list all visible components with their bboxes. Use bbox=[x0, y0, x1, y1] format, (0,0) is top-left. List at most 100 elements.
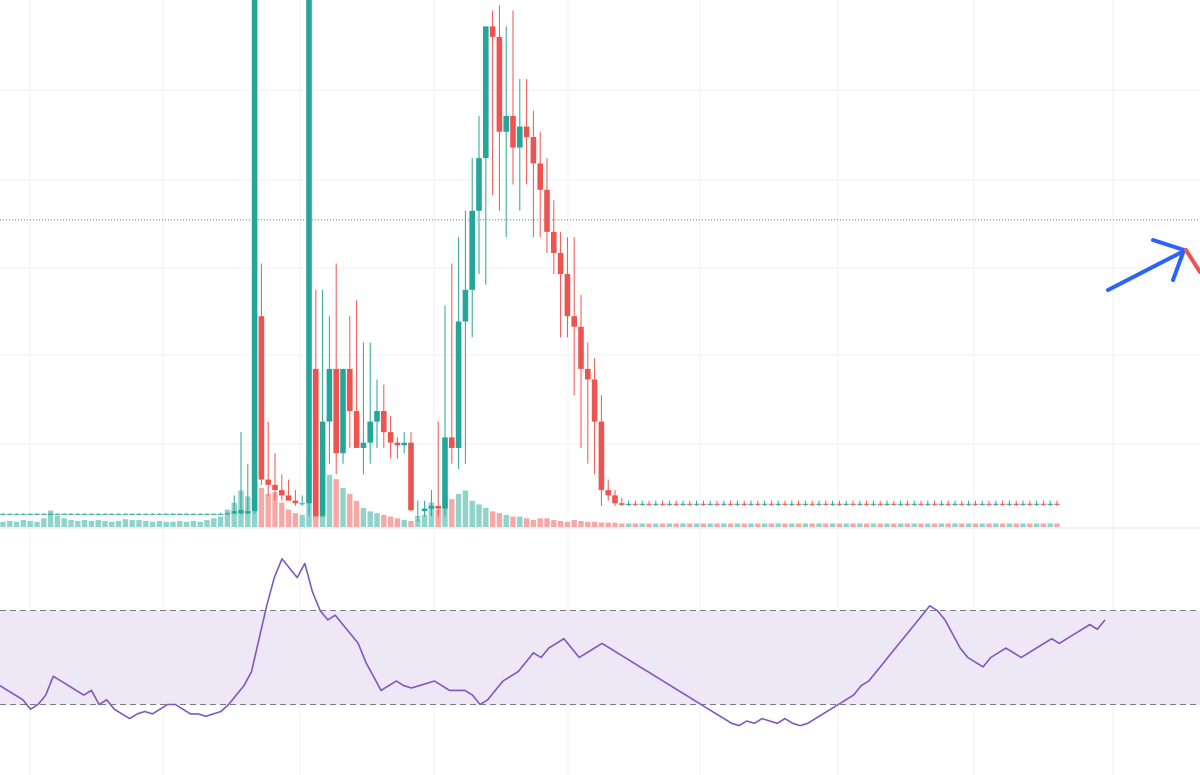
candle-body bbox=[333, 368, 339, 454]
volume-bar bbox=[625, 523, 632, 527]
volume-bar bbox=[34, 521, 40, 527]
candle-body bbox=[20, 513, 27, 515]
candle-body bbox=[884, 503, 890, 505]
volume-bar bbox=[435, 509, 441, 527]
rsi-line bbox=[0, 557, 1106, 727]
volume-bar bbox=[279, 502, 285, 527]
candle-body bbox=[367, 421, 373, 443]
candle-body bbox=[510, 115, 516, 148]
volume-bar bbox=[734, 523, 741, 527]
candle-body bbox=[435, 505, 441, 509]
volume-bar bbox=[95, 520, 101, 527]
candle-body bbox=[496, 36, 503, 132]
volume-bar bbox=[75, 520, 81, 527]
volume-bar bbox=[353, 500, 360, 527]
volume-bar bbox=[952, 523, 958, 527]
candle-body bbox=[469, 210, 475, 290]
volume-bar bbox=[54, 515, 61, 527]
candle-body bbox=[122, 513, 129, 515]
volume-bar bbox=[27, 520, 33, 527]
candle-body bbox=[47, 513, 54, 515]
candle-body bbox=[190, 513, 197, 515]
volume-bar bbox=[673, 523, 679, 527]
volume-bar bbox=[557, 520, 564, 527]
candle-body bbox=[489, 26, 496, 37]
volume-bar bbox=[47, 510, 54, 527]
candle-body bbox=[41, 513, 47, 515]
volume-bar bbox=[421, 514, 428, 527]
volume-bar bbox=[0, 521, 6, 527]
volume-bar bbox=[843, 523, 849, 527]
candle-body bbox=[483, 26, 489, 159]
candle-body bbox=[625, 503, 632, 505]
volume-bar bbox=[367, 511, 373, 527]
volume-bar bbox=[156, 520, 163, 527]
volume-bar bbox=[789, 523, 795, 527]
candle-body bbox=[231, 511, 237, 514]
candle-body bbox=[347, 368, 353, 412]
volume-bar bbox=[999, 523, 1006, 527]
candle-body bbox=[564, 274, 571, 317]
candle-body bbox=[986, 503, 992, 505]
arrow-shaft bbox=[1106, 251, 1182, 292]
volume-bar bbox=[714, 523, 720, 527]
candle-body bbox=[476, 158, 482, 211]
candle-body bbox=[680, 503, 686, 505]
volume-bar bbox=[149, 521, 156, 527]
volume-bar bbox=[292, 513, 299, 527]
volume-bar bbox=[408, 520, 414, 527]
volume-bar bbox=[122, 519, 129, 527]
volume-bar bbox=[394, 518, 401, 527]
candle-body bbox=[1033, 503, 1040, 505]
candle-body bbox=[245, 511, 251, 514]
candle-body bbox=[34, 513, 40, 515]
candle-body bbox=[965, 503, 972, 505]
volume-bar bbox=[68, 520, 74, 527]
volume-bar bbox=[585, 521, 591, 527]
volume-bar bbox=[693, 523, 700, 527]
volume-bar bbox=[163, 521, 169, 527]
volume-bar bbox=[523, 518, 530, 527]
volume-bar bbox=[190, 520, 197, 527]
volume-bar bbox=[1040, 523, 1047, 527]
candle-body bbox=[557, 252, 564, 275]
volume-bar bbox=[700, 523, 707, 527]
candle-body bbox=[381, 411, 387, 433]
volume-bar bbox=[1047, 523, 1053, 527]
candle-body bbox=[143, 513, 149, 515]
volume-bar bbox=[530, 520, 537, 527]
candle-body bbox=[326, 368, 333, 422]
volume-bar bbox=[836, 523, 843, 527]
volume-bar bbox=[13, 521, 20, 527]
candle-body bbox=[591, 379, 598, 422]
candle-body bbox=[102, 513, 108, 515]
candle-body bbox=[129, 513, 135, 515]
candle-body bbox=[877, 503, 883, 505]
candle-body bbox=[843, 503, 849, 505]
candle-body bbox=[721, 503, 727, 505]
candle-body bbox=[897, 503, 904, 505]
candle-body bbox=[415, 516, 421, 518]
candle-body bbox=[734, 503, 741, 505]
candle-body bbox=[279, 490, 285, 496]
candle-body bbox=[149, 513, 156, 515]
candle-body bbox=[802, 503, 809, 505]
candle-body bbox=[408, 442, 414, 511]
volume-bar bbox=[483, 507, 489, 527]
candle-body bbox=[693, 503, 700, 505]
volume-bars bbox=[0, 440, 1060, 527]
candle-body bbox=[449, 437, 455, 448]
candle-body bbox=[394, 442, 401, 446]
volume-bar bbox=[177, 520, 183, 527]
volume-bar bbox=[374, 513, 380, 527]
candle-body bbox=[653, 503, 659, 505]
volume-bar bbox=[823, 523, 829, 527]
candle-body bbox=[972, 503, 979, 505]
volume-bar bbox=[61, 518, 67, 527]
candle-body bbox=[272, 484, 278, 491]
candle-body bbox=[775, 503, 781, 505]
candle-body bbox=[1006, 503, 1013, 505]
candle-body bbox=[918, 503, 924, 505]
volume-bar bbox=[619, 523, 625, 527]
candle-body bbox=[211, 513, 217, 515]
